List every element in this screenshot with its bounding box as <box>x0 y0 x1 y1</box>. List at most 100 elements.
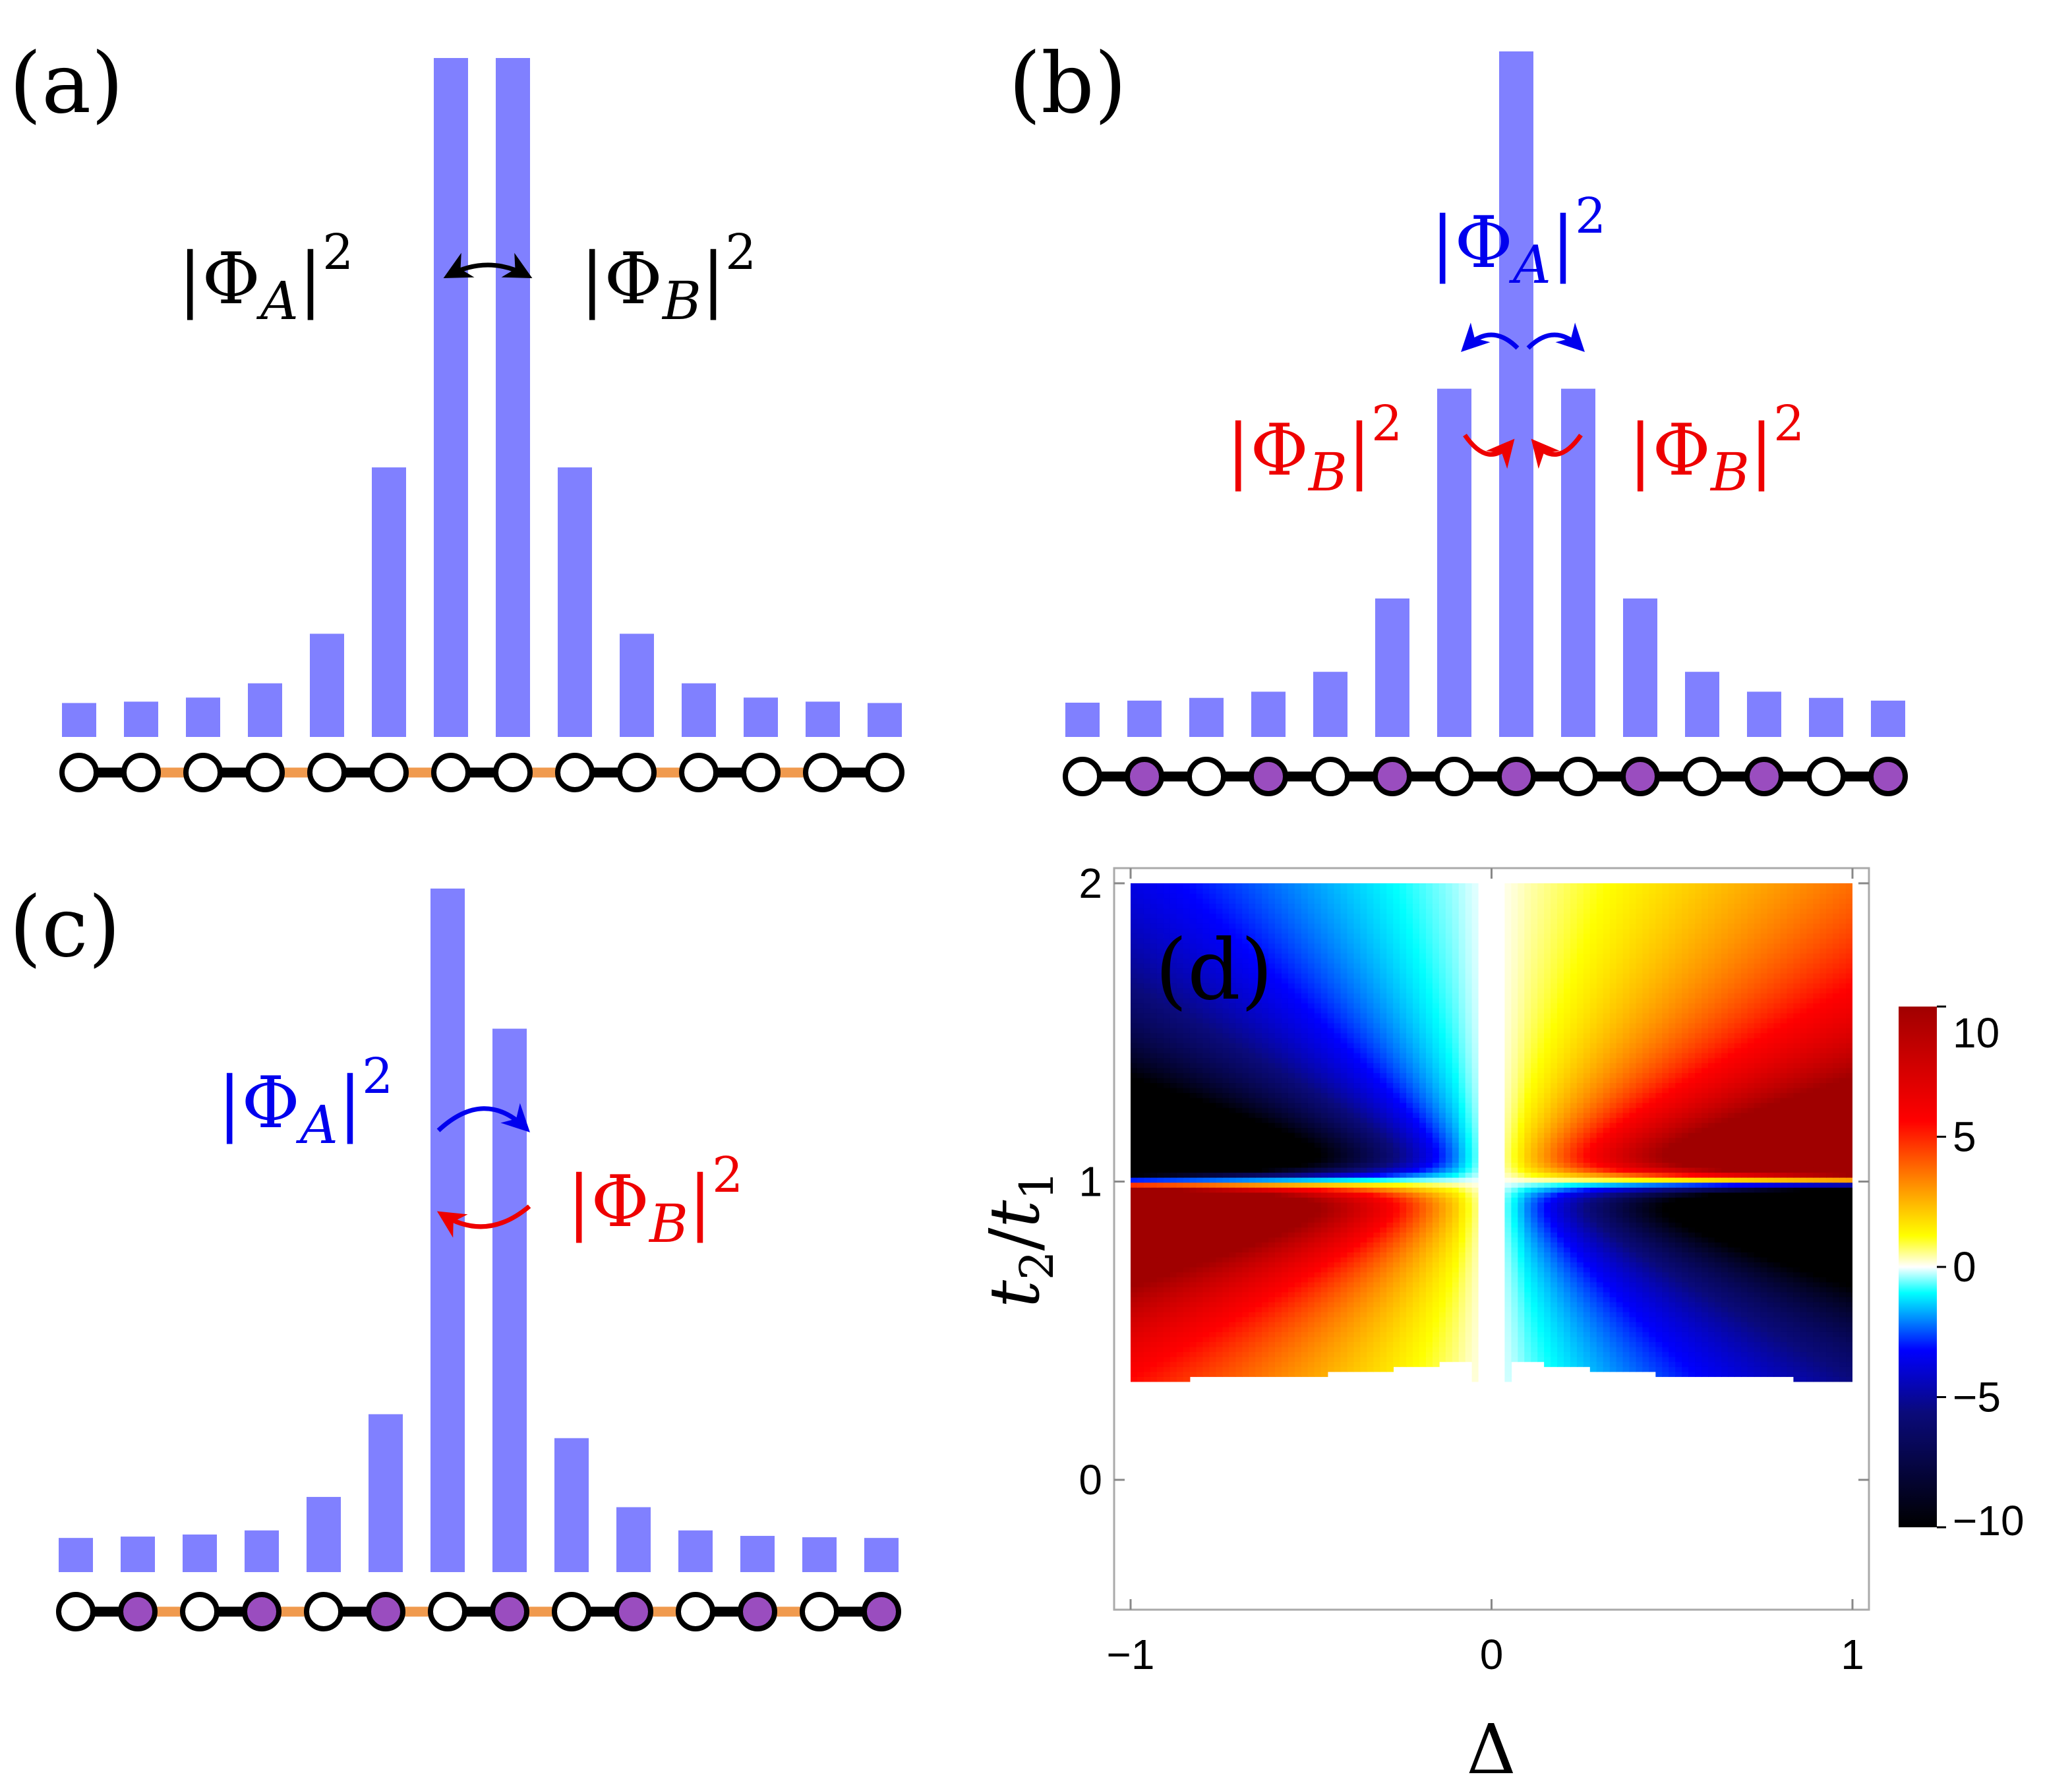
heatmap-cell <box>1235 1207 1243 1213</box>
heatmap-cell <box>1537 1227 1545 1233</box>
heatmap-cell <box>1216 1262 1224 1268</box>
heatmap-cell <box>1649 1167 1657 1173</box>
heatmap-cell <box>1340 1197 1348 1203</box>
heatmap-cell <box>1813 1311 1821 1318</box>
heatmap-cell <box>1669 1182 1676 1188</box>
heatmap-cell <box>1589 1281 1597 1287</box>
heatmap-cell <box>1425 1287 1433 1293</box>
heatmap-cell <box>1557 1177 1564 1183</box>
heatmap-cell <box>1518 1311 1525 1318</box>
heatmap-cell <box>1642 1252 1650 1258</box>
heatmap-cell <box>1826 1306 1833 1312</box>
heatmap-cell <box>1583 1321 1591 1328</box>
heatmap-cell <box>1589 1167 1597 1173</box>
heatmap-cell <box>1327 1197 1335 1203</box>
heatmap-cell <box>1196 1242 1204 1248</box>
heatmap-cell <box>1334 1281 1342 1287</box>
heatmap-cell <box>1360 1262 1368 1268</box>
heatmap-cell <box>1833 1311 1840 1318</box>
heatmap-cell <box>1413 1217 1420 1223</box>
heatmap-cell <box>1787 1217 1794 1223</box>
heatmap-cell <box>1557 1182 1564 1188</box>
heatmap-cell <box>1780 1252 1788 1258</box>
heatmap-cell <box>1813 1336 1821 1343</box>
heatmap-cell <box>1780 1291 1788 1298</box>
heatmap-cell <box>1413 1256 1420 1263</box>
heatmap-cell <box>1642 1291 1650 1298</box>
heatmap-cell <box>1839 1341 1847 1347</box>
heatmap-cell <box>1688 1361 1696 1367</box>
heatmap-cell <box>1740 1311 1748 1318</box>
heatmap-cell <box>1675 1301 1682 1308</box>
heatmap-cell <box>1367 1351 1375 1357</box>
heatmap-cell <box>1353 1212 1361 1218</box>
heatmap-cell <box>1820 1227 1827 1233</box>
heatmap-cell <box>1537 1326 1545 1332</box>
heatmap-cell <box>1557 1332 1564 1337</box>
heatmap-cell <box>1498 1172 1506 1178</box>
heatmap-cell <box>1471 1186 1479 1193</box>
heatmap-cell <box>1622 1276 1630 1283</box>
heatmap-cell <box>1504 1252 1512 1258</box>
heatmap-cell <box>1609 1202 1617 1208</box>
heatmap-cell <box>1360 1361 1368 1367</box>
heatmap-cell <box>1156 1301 1164 1308</box>
heatmap-cell <box>1445 1152 1453 1158</box>
heatmap-cell <box>1222 1321 1230 1328</box>
heatmap-cell <box>1380 1252 1388 1258</box>
heatmap-cell <box>1740 1182 1748 1188</box>
heatmap-cell <box>1780 1371 1788 1377</box>
heatmap-cell <box>1471 1272 1479 1277</box>
bar <box>558 467 592 737</box>
heatmap-cell <box>1846 1182 1852 1188</box>
heatmap-cell <box>1294 1207 1302 1213</box>
heatmap-cell <box>1820 1246 1827 1252</box>
heatmap-cell <box>1695 1321 1702 1328</box>
heatmap-cell <box>1373 1266 1381 1273</box>
heatmap-cell <box>1340 1311 1348 1318</box>
heatmap-cell <box>1216 1371 1224 1377</box>
heatmap-cell <box>1813 1301 1821 1308</box>
heatmap-cell <box>1334 1346 1342 1353</box>
heatmap-cell <box>1708 1371 1715 1377</box>
heatmap-cell <box>1340 1306 1348 1312</box>
heatmap-cell <box>1478 1291 1486 1298</box>
heatmap-cell <box>1327 1186 1335 1193</box>
heatmap-cell <box>1727 1252 1735 1258</box>
heatmap-cell <box>1806 1276 1814 1283</box>
heatmap-cell <box>1655 1281 1663 1287</box>
heatmap-cell <box>1183 1351 1191 1357</box>
heatmap-cell <box>1183 1276 1191 1283</box>
lattice-site <box>800 1592 839 1631</box>
heatmap-cell <box>1413 1186 1420 1193</box>
heatmap-cell <box>1714 1242 1722 1248</box>
heatmap-cell <box>1754 1287 1761 1293</box>
heatmap-cell <box>1636 1207 1643 1213</box>
heatmap-cell <box>1281 1321 1289 1328</box>
heatmap-cell <box>1465 1177 1473 1183</box>
heatmap-cell <box>1373 1356 1381 1362</box>
heatmap-cell <box>1202 1366 1210 1372</box>
heatmap-cell <box>1833 1217 1840 1223</box>
heatmap-cell <box>1202 1242 1210 1248</box>
heatmap-cell <box>1176 1311 1184 1318</box>
heatmap-cell <box>1839 1287 1847 1293</box>
heatmap-cell <box>1353 1351 1361 1357</box>
heatmap-cell <box>1655 1217 1663 1223</box>
heatmap-cell <box>1524 1256 1532 1263</box>
heatmap-cell <box>1826 1291 1833 1298</box>
heatmap-cell <box>1557 1157 1564 1163</box>
heatmap-cell <box>1380 1227 1388 1233</box>
heatmap-cell <box>1334 1246 1342 1252</box>
heatmap-cell <box>1445 1316 1453 1322</box>
heatmap-cell <box>1800 1371 1808 1377</box>
heatmap-cell <box>1275 1276 1282 1283</box>
heatmap-cell <box>1793 1376 1801 1382</box>
heatmap-cell <box>1347 1242 1355 1248</box>
heatmap-cell <box>1629 1297 1637 1303</box>
heatmap-cell <box>1131 1341 1138 1347</box>
heatmap-cell <box>1438 1212 1446 1218</box>
heatmap-cell <box>1373 1212 1381 1218</box>
heatmap-cell <box>1721 1162 1729 1168</box>
heatmap-cell <box>1793 1361 1801 1367</box>
